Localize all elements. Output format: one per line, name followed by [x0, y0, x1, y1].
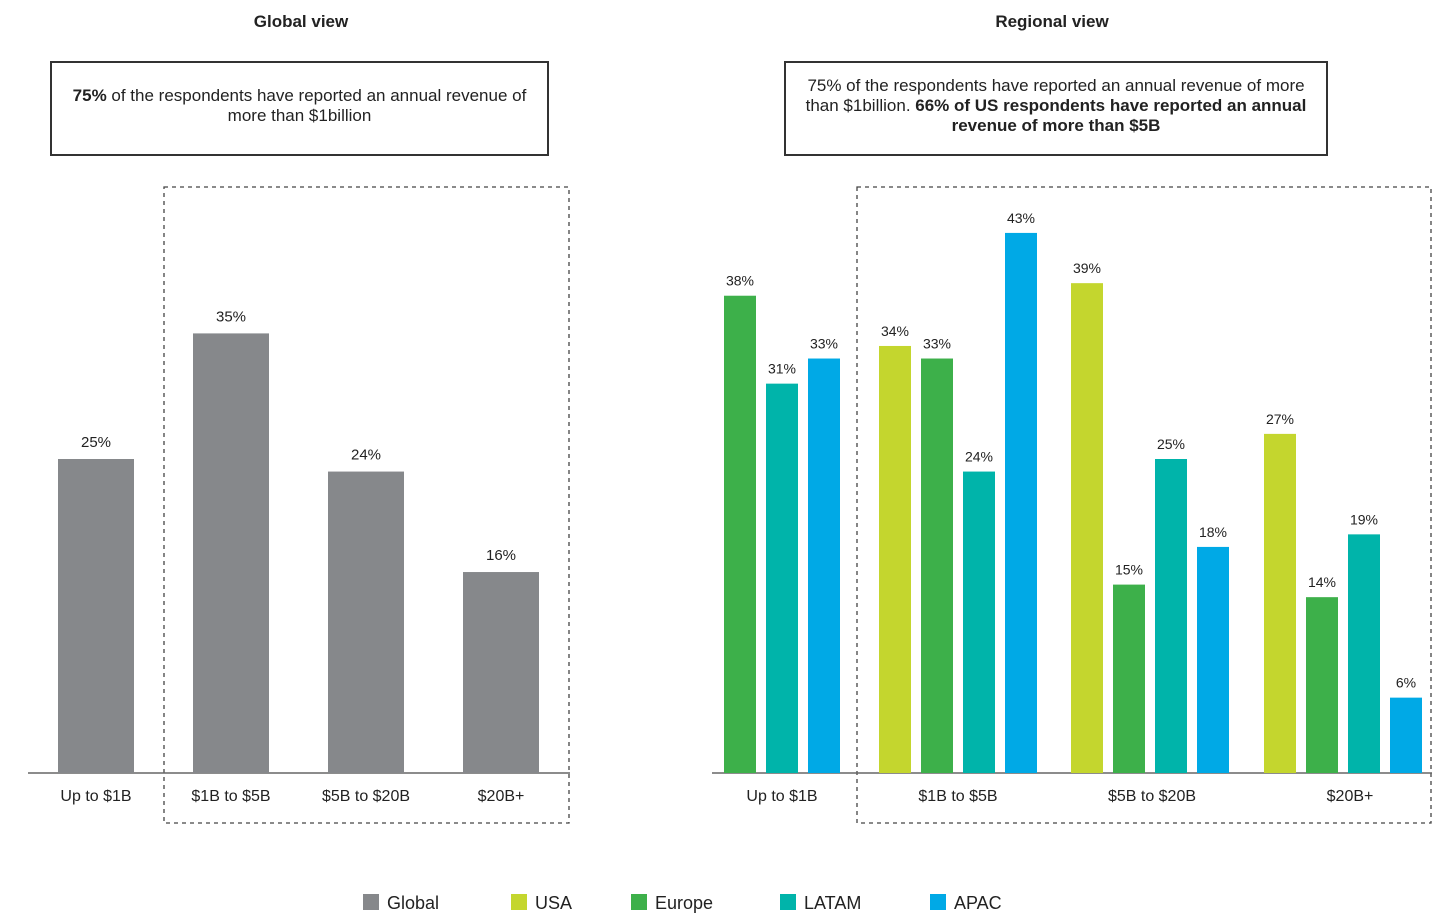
regional-bar-20bplus-latam: [1348, 534, 1380, 773]
regional-value-label-1b-to-5b-apac: 43%: [1007, 210, 1035, 226]
global-bar-up-to-1b: [58, 459, 134, 773]
regional-bar-5b-to-20b-latam: [1155, 459, 1187, 773]
regional-bars-group: 38% 31% 33% 34% 33% 24% 43% 39% 15% 25% 18% 27% 14% 1…: [724, 210, 1422, 774]
regional-callout-bold: 66% of US respondents have reported an a…: [915, 96, 1307, 135]
regional-bar-20bplus-apac: [1390, 697, 1422, 773]
global-bars-group: 25% 35% 24% 16%: [58, 308, 539, 773]
legend: Global USA Europe LATAM APAC: [363, 893, 1002, 913]
regional-category-label-1b-to-5b: $1B to $5B: [918, 788, 997, 805]
regional-value-label-5b-to-20b-apac: 18%: [1199, 524, 1227, 540]
regional-bar-5b-to-20b-usa: [1071, 283, 1103, 773]
regional-value-label-up-to-1b-latam: 31%: [768, 361, 796, 377]
regional-bar-5b-to-20b-europe: [1113, 584, 1145, 773]
regional-value-label-1b-to-5b-europe: 33%: [923, 336, 951, 352]
regional-value-label-5b-to-20b-usa: 39%: [1073, 260, 1101, 276]
regional-bar-up-to-1b-latam: [766, 383, 798, 773]
global-value-label-5b-to-20b: 24%: [351, 447, 381, 464]
global-callout-box: [50, 61, 549, 156]
global-bar-20bplus: [463, 572, 539, 773]
regional-bar-20bplus-europe: [1306, 597, 1338, 773]
regional-category-label-20bplus: $20B+: [1327, 788, 1374, 805]
regional-value-label-5b-to-20b-latam: 25%: [1157, 436, 1185, 452]
global-category-label-1b-to-5b: $1B to $5B: [191, 788, 270, 805]
regional-bar-1b-to-5b-europe: [921, 358, 953, 773]
global-callout-bold: 75%: [72, 86, 107, 105]
legend-label-europe: Europe: [655, 893, 713, 913]
regional-bar-20bplus-usa: [1264, 433, 1296, 773]
legend-label-global: Global: [387, 893, 439, 913]
global-value-label-1b-to-5b: 35%: [216, 308, 246, 325]
regional-value-label-20bplus-latam: 19%: [1350, 511, 1378, 527]
global-value-label-20bplus: 16%: [486, 547, 516, 564]
regional-value-label-up-to-1b-europe: 38%: [726, 273, 754, 289]
regional-value-label-20bplus-apac: 6%: [1396, 675, 1416, 691]
regional-callout-box: [784, 61, 1328, 156]
global-bar-1b-to-5b: [193, 333, 269, 773]
regional-bar-1b-to-5b-apac: [1005, 232, 1037, 774]
legend-swatch-europe: [631, 894, 647, 910]
legend-label-apac: APAC: [954, 893, 1002, 913]
global-category-labels: Up to $1B $1B to $5B $5B to $20B $20B+: [60, 788, 524, 805]
legend-swatch-latam: [780, 894, 796, 910]
global-panel-title: Global view: [254, 12, 349, 31]
regional-value-label-up-to-1b-apac: 33%: [810, 336, 838, 352]
regional-callout-text: 75% of the respondents have reported an …: [795, 76, 1317, 136]
legend-swatch-apac: [930, 894, 946, 910]
regional-category-label-up-to-1b: Up to $1B: [746, 788, 817, 805]
legend-label-latam: LATAM: [804, 893, 861, 913]
regional-value-label-1b-to-5b-latam: 24%: [965, 449, 993, 465]
regional-panel-title: Regional view: [995, 12, 1109, 31]
legend-swatch-usa: [511, 894, 527, 910]
regional-value-label-20bplus-usa: 27%: [1266, 411, 1294, 427]
regional-category-label-5b-to-20b: $5B to $20B: [1108, 788, 1196, 805]
regional-value-label-1b-to-5b-usa: 34%: [881, 323, 909, 339]
legend-label-usa: USA: [535, 893, 572, 913]
global-callout-text: 75% of the respondents have reported an …: [60, 86, 539, 126]
global-callout-rest: of the respondents have reported an annu…: [106, 86, 527, 125]
global-category-label-up-to-1b: Up to $1B: [60, 788, 131, 805]
global-category-label-20bplus: $20B+: [478, 788, 525, 805]
global-value-label-up-to-1b: 25%: [81, 434, 111, 451]
regional-category-labels: Up to $1B $1B to $5B $5B to $20B $20B+: [746, 788, 1373, 805]
regional-value-label-20bplus-europe: 14%: [1308, 574, 1336, 590]
regional-callout-plain: 75% of the respondents have reported an …: [805, 76, 1305, 115]
regional-bar-up-to-1b-apac: [808, 358, 840, 773]
global-highlight-dashed-box: [163, 186, 570, 824]
regional-bar-1b-to-5b-latam: [963, 471, 995, 773]
global-bar-5b-to-20b: [328, 471, 404, 773]
regional-bar-5b-to-20b-apac: [1197, 546, 1229, 773]
legend-swatch-global: [363, 894, 379, 910]
regional-value-label-5b-to-20b-europe: 15%: [1115, 562, 1143, 578]
regional-highlight-dashed-box: [856, 186, 1432, 824]
regional-bar-1b-to-5b-usa: [879, 345, 911, 773]
regional-bar-up-to-1b-europe: [724, 295, 756, 773]
global-category-label-5b-to-20b: $5B to $20B: [322, 788, 410, 805]
